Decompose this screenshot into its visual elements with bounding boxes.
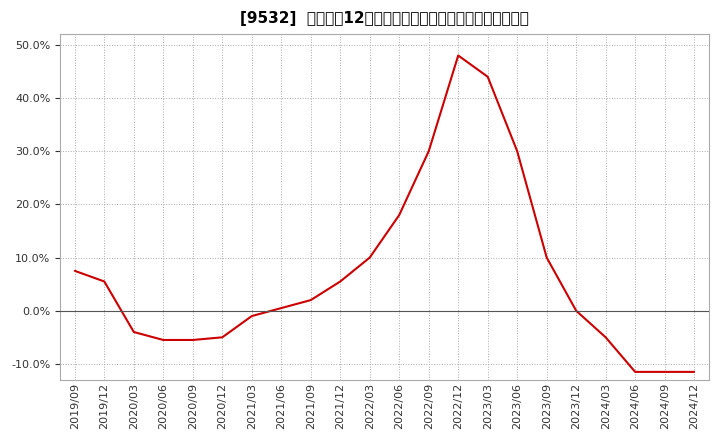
Title: [9532]  売上高の12か月移動合計の対前年同期増減率の推移: [9532] 売上高の12か月移動合計の対前年同期増減率の推移	[240, 11, 529, 26]
